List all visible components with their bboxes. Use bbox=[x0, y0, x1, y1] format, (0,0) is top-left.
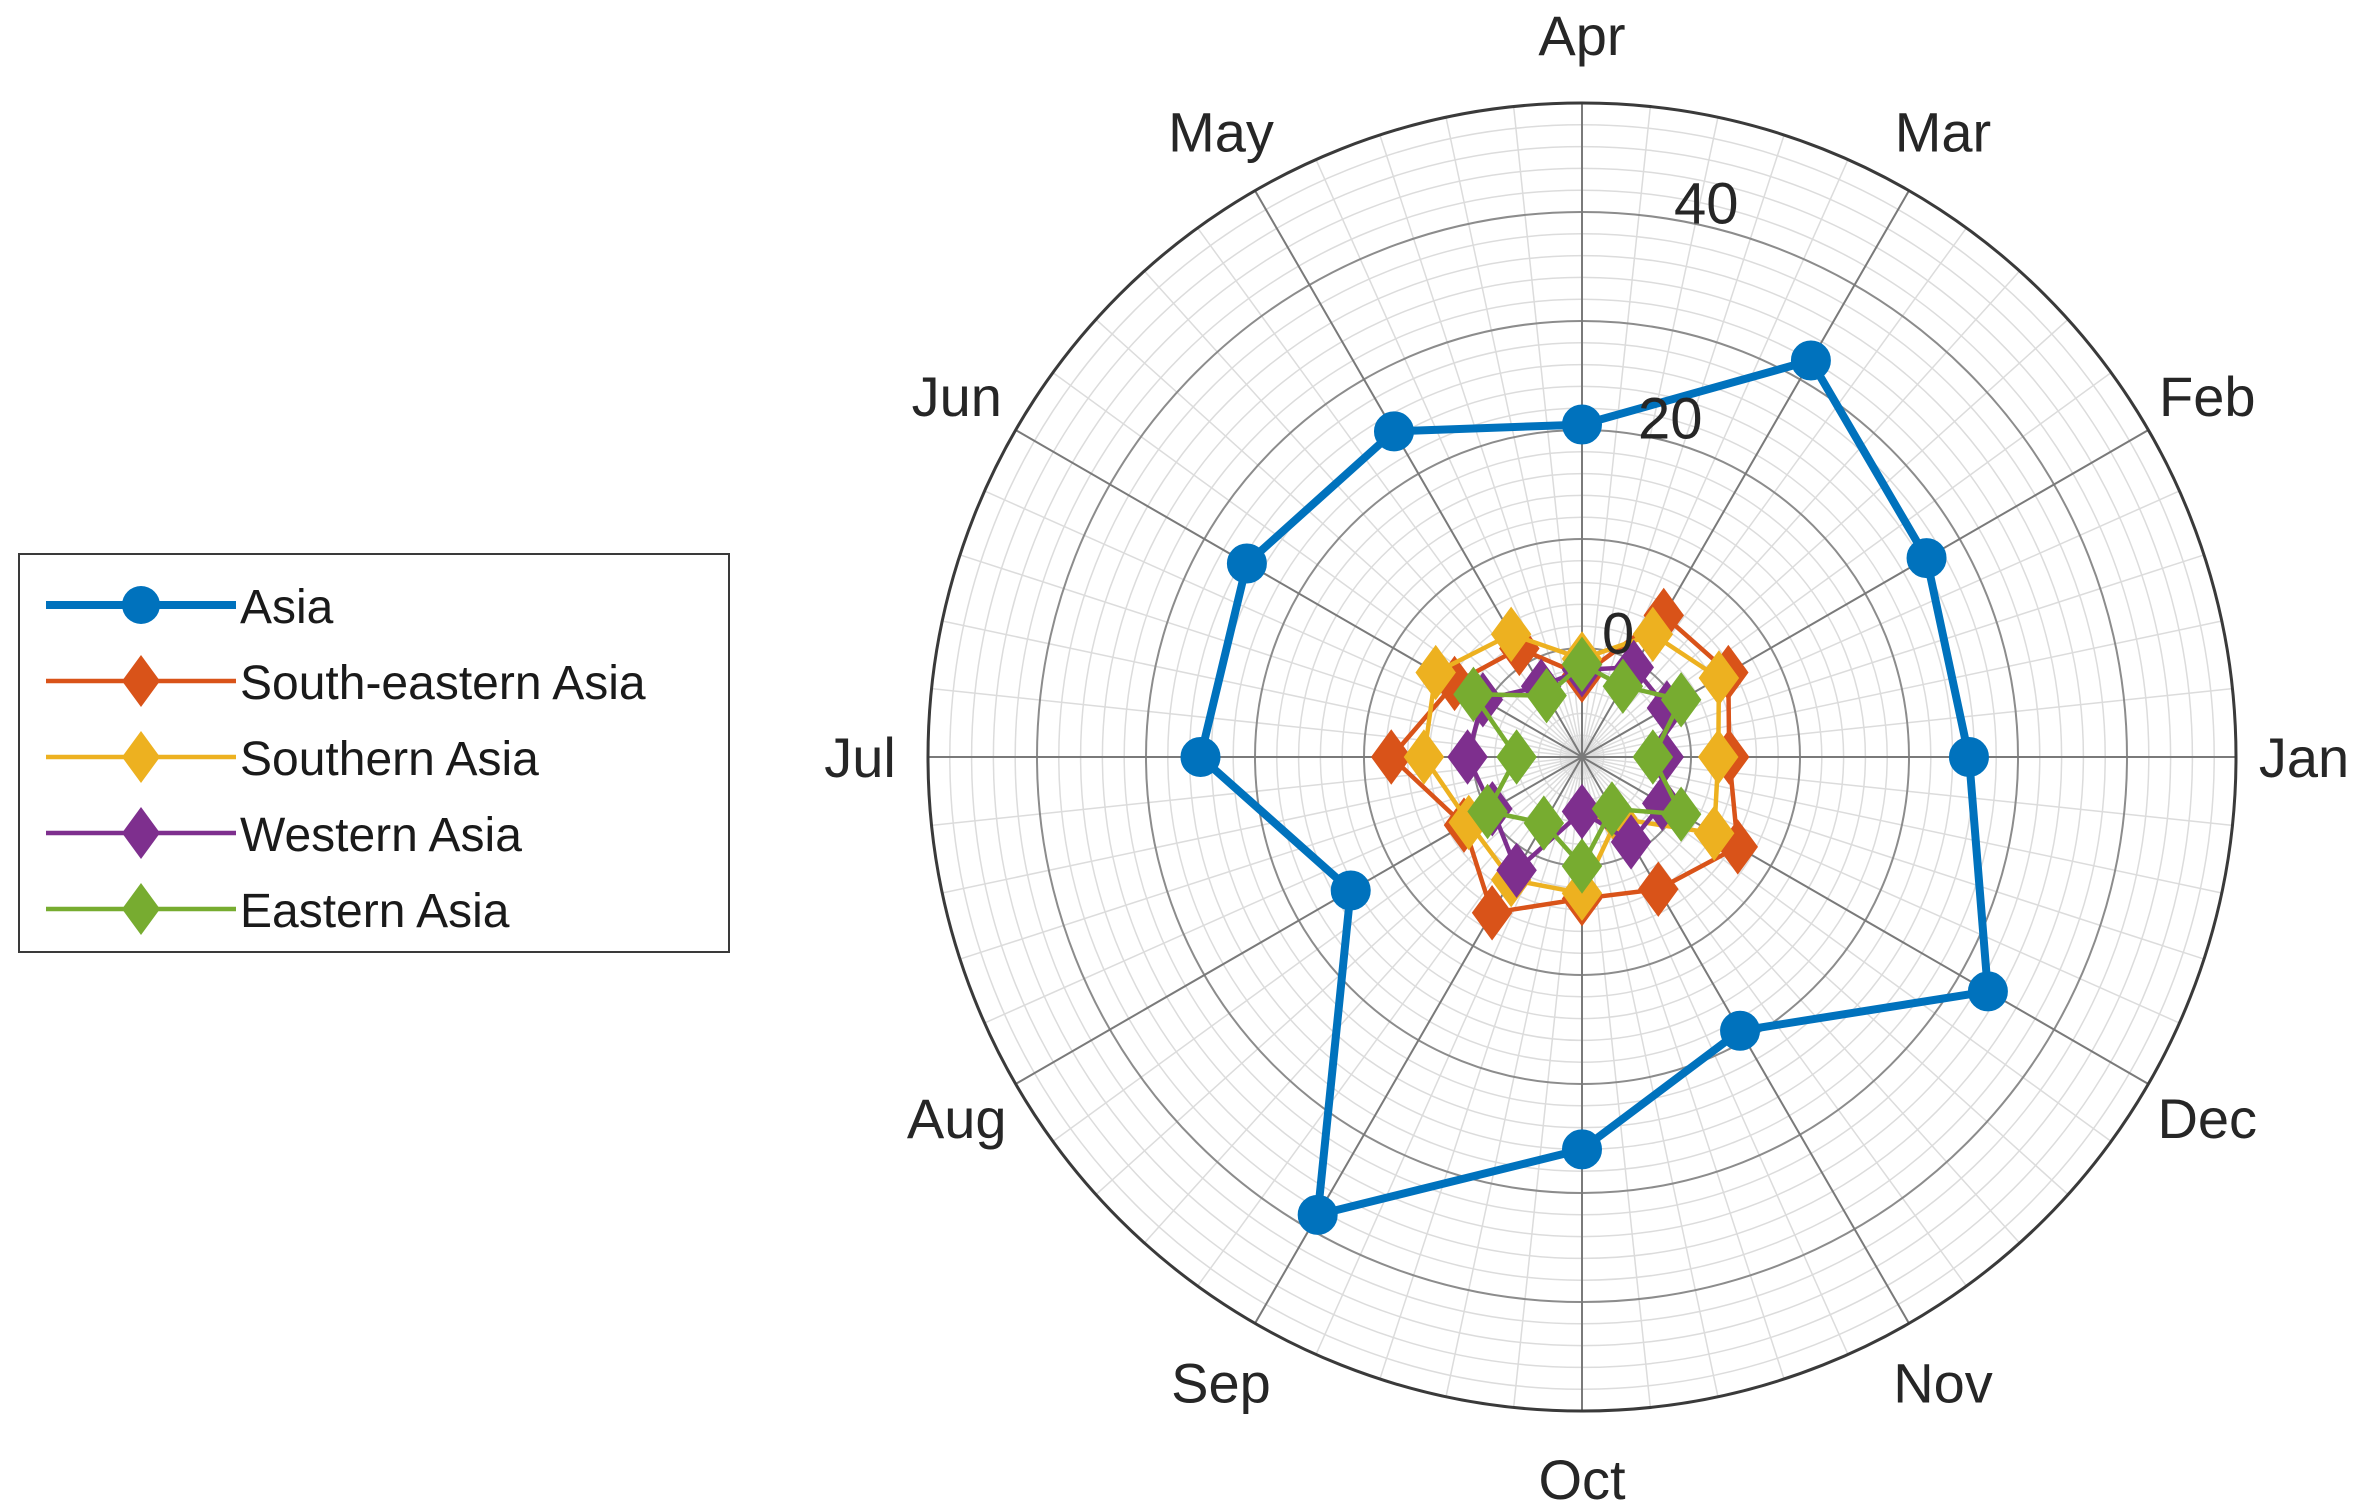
r-tick-label: 40 bbox=[1674, 171, 1739, 236]
theta-label-feb: Feb bbox=[2159, 365, 2256, 428]
data-point bbox=[1967, 971, 2008, 1012]
data-point bbox=[1660, 786, 1702, 842]
data-point bbox=[1602, 658, 1644, 714]
legend-label: Western Asia bbox=[240, 809, 522, 862]
data-point bbox=[1467, 783, 1508, 840]
data-point bbox=[1698, 729, 1739, 785]
legend-label: Asia bbox=[240, 581, 334, 634]
theta-label-mar: Mar bbox=[1895, 101, 1991, 164]
data-point bbox=[1490, 606, 1532, 662]
data-point bbox=[1496, 842, 1537, 898]
legend-item: Eastern Asia bbox=[20, 871, 728, 947]
data-point bbox=[1453, 666, 1494, 723]
series-eastern-asia bbox=[1453, 636, 1702, 894]
data-point bbox=[1371, 729, 1412, 785]
data-point bbox=[1526, 667, 1567, 724]
legend-item: Western Asia bbox=[20, 795, 728, 871]
data-point bbox=[1610, 814, 1652, 870]
data-point bbox=[1632, 606, 1674, 662]
legend-marker bbox=[122, 655, 160, 707]
data-point bbox=[1471, 885, 1513, 941]
legend-marker bbox=[122, 807, 160, 859]
data-point bbox=[1720, 1010, 1761, 1051]
theta-label-oct: Oct bbox=[1538, 1448, 1626, 1511]
legend-swatch bbox=[46, 586, 236, 624]
data-point bbox=[1561, 636, 1603, 693]
theta-label-may: May bbox=[1168, 101, 1274, 164]
data-point bbox=[1638, 861, 1679, 917]
legend: Asia South-eastern Asia Southern Asia Weste… bbox=[18, 553, 730, 953]
data-point bbox=[1373, 411, 1414, 452]
data-point bbox=[1562, 1129, 1602, 1170]
legend-label: Eastern Asia bbox=[240, 885, 510, 938]
data-point bbox=[1561, 838, 1603, 894]
theta-label-nov: Nov bbox=[1893, 1351, 1993, 1414]
data-point bbox=[1948, 737, 1989, 777]
data-point bbox=[1180, 737, 1221, 777]
theta-label-jul: Jul bbox=[824, 726, 896, 789]
series-layer bbox=[1180, 340, 2008, 1235]
plot-border bbox=[926, 101, 2238, 1413]
legend-label: Southern Asia bbox=[240, 733, 539, 786]
legend-item: South-eastern Asia bbox=[20, 643, 728, 719]
data-point bbox=[1496, 729, 1537, 785]
data-point bbox=[1403, 729, 1445, 785]
legend-marker bbox=[122, 731, 160, 783]
data-point bbox=[1415, 644, 1456, 701]
theta-label-dec: Dec bbox=[2157, 1087, 2257, 1150]
theta-label-apr: Apr bbox=[1538, 4, 1625, 67]
legend-label: South-eastern Asia bbox=[240, 657, 646, 710]
data-point bbox=[1693, 805, 1735, 861]
data-point bbox=[1698, 650, 1740, 706]
polar-grid bbox=[926, 101, 2238, 1413]
r-tick-label: 0 bbox=[1602, 601, 1634, 666]
legend-swatch bbox=[46, 807, 236, 859]
data-point bbox=[1660, 672, 1702, 728]
legend-swatch bbox=[46, 883, 236, 935]
axis-labels: 0 20 40 Jan Feb Mar Apr May Jun Jul Aug Sep Oct Nov De… bbox=[824, 4, 2349, 1511]
data-point bbox=[1632, 729, 1674, 785]
r-tick-label: 20 bbox=[1638, 386, 1703, 451]
data-point bbox=[1591, 781, 1633, 837]
data-point bbox=[1226, 543, 1267, 584]
theta-label-sep: Sep bbox=[1171, 1351, 1271, 1414]
series-asia bbox=[1180, 340, 2008, 1235]
data-point bbox=[1447, 729, 1488, 785]
data-point bbox=[1906, 538, 1947, 579]
data-point bbox=[1330, 870, 1371, 911]
legend-marker bbox=[122, 586, 160, 624]
data-point bbox=[1523, 795, 1565, 851]
legend-marker bbox=[122, 883, 160, 935]
legend-item: Southern Asia bbox=[20, 719, 728, 795]
data-point bbox=[1297, 1194, 1338, 1235]
legend-swatch bbox=[46, 655, 236, 707]
data-point bbox=[1562, 404, 1602, 445]
legend-swatch bbox=[46, 731, 236, 783]
theta-label-jan: Jan bbox=[2259, 726, 2349, 789]
theta-label-aug: Aug bbox=[907, 1087, 1007, 1150]
legend-item: Asia bbox=[20, 567, 728, 643]
theta-label-jun: Jun bbox=[912, 365, 1002, 428]
data-point bbox=[1561, 783, 1603, 840]
data-point bbox=[1790, 340, 1831, 381]
